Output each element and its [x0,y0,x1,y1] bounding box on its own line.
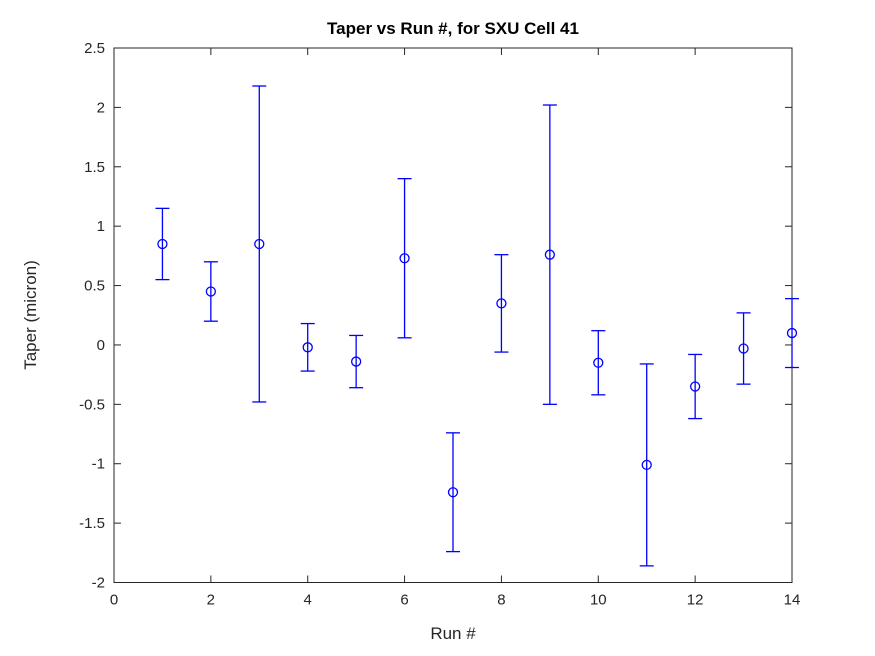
y-tick-label: 1 [97,218,105,235]
chart-title: Taper vs Run #, for SXU Cell 41 [327,19,579,38]
data-point-marker [205,286,217,297]
errorbar-point [203,261,218,322]
y-tick-label: -1 [92,456,105,473]
errorbar-point [300,322,315,372]
errorbar-point [155,207,170,281]
x-tick-label: 4 [304,592,312,609]
errorbar-point [785,297,799,369]
y-tick-label: 0 [97,337,105,354]
data-point-marker [447,487,459,498]
errorbar-point [349,334,364,389]
data-point-marker [399,253,410,264]
x-axis-label: Run # [430,624,476,643]
errorbar-point [736,312,751,385]
y-tick-label: -1.5 [79,515,105,532]
data-point-marker [350,356,362,367]
data-point-marker [157,238,168,250]
data-point-marker [496,298,507,309]
errorbar-point [397,178,412,339]
y-tick-label: -0.5 [79,396,105,413]
x-tick-label: 14 [784,592,801,609]
y-tick-label: 2.5 [84,40,105,57]
x-tick-label: 8 [497,592,505,609]
y-tick-label: -2 [92,575,105,592]
data-point-marker [641,459,652,471]
taper-errorbar-series [155,85,799,567]
data-point-marker [738,343,749,354]
errorbar-point [591,330,606,396]
errorbar-point [542,104,557,405]
y-tick-label: 2 [97,99,105,116]
data-point-marker [544,249,556,260]
errorbar-point [446,432,460,553]
errorbar-point [639,363,654,567]
data-point-marker [786,327,798,339]
data-point-marker [689,381,701,392]
errorbar-point [688,353,703,420]
y-tick-label: 1.5 [84,159,105,176]
x-tick-label: 10 [590,592,607,609]
data-point-marker [302,342,313,353]
errorbar-point [494,254,509,353]
x-tick-label: 0 [110,592,118,609]
y-tick-label: 0.5 [84,278,105,295]
data-point-marker [593,357,604,368]
x-tick-label: 6 [400,592,408,609]
x-tick-label: 12 [687,592,704,609]
x-tick-label: 2 [207,592,215,609]
errorbar-point [252,85,267,403]
data-point-marker [254,238,265,250]
